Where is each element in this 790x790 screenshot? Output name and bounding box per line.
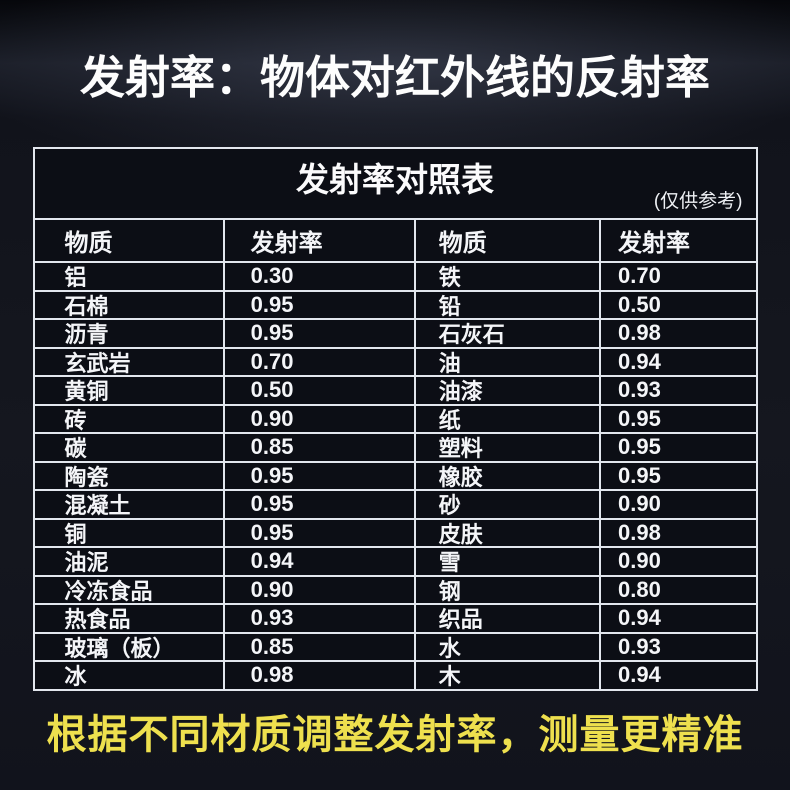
table-row: 沥青 0.95 石灰石 0.98: [34, 318, 756, 347]
table-title: 发射率对照表: [296, 161, 494, 198]
material-cell: 油: [413, 348, 599, 375]
table-row: 玻璃（板） 0.85 水 0.93: [34, 631, 756, 660]
table-row: 石棉 0.95 铅 0.50: [34, 289, 756, 318]
table-row: 冰 0.98 木 0.94: [34, 660, 756, 689]
material-cell: 塑料: [413, 434, 599, 461]
emissivity-cell: 0.94: [599, 605, 755, 632]
material-cell: 铁: [413, 263, 599, 290]
emissivity-cell: 0.85: [222, 434, 414, 461]
emissivity-cell: 0.94: [222, 548, 414, 575]
emissivity-cell: 0.95: [222, 320, 414, 347]
material-cell: 热食品: [64, 607, 131, 632]
material-cell: 铝: [64, 265, 87, 290]
table-row: 铜 0.95 皮肤 0.98: [34, 517, 756, 546]
emissivity-cell: 0.94: [599, 348, 755, 375]
emissivity-cell: 0.90: [599, 548, 755, 575]
table-row: 油泥 0.94 雪 0.90: [34, 546, 756, 575]
table-row: 黄铜 0.50 油漆 0.93: [34, 375, 756, 404]
emissivity-cell: 0.30: [222, 263, 414, 290]
header-material-right: 物质: [413, 220, 599, 261]
material-cell: 雪: [413, 548, 599, 575]
material-cell: 钢: [413, 576, 599, 603]
material-cell: 铜: [64, 521, 87, 546]
emissivity-cell: 0.70: [599, 263, 755, 290]
table-row: 混凝土 0.95 砂 0.90: [34, 489, 756, 518]
table-body: 铝 0.30 铁 0.70 石棉 0.95 铅 0.50 沥青 0.95 石灰石 0.98 玄武岩 0.7…: [34, 261, 756, 689]
emissivity-cell: 0.95: [222, 491, 414, 518]
material-cell: 油漆: [413, 377, 599, 404]
material-cell: 油泥: [64, 550, 109, 575]
material-cell: 玻璃（板）: [64, 635, 175, 660]
table-row: 铝 0.30 铁 0.70: [34, 261, 756, 290]
emissivity-table: 发射率对照表 (仅供参考) 物质 发射率 物质 发射率 铝 0.30 铁 0.70 石棉…: [32, 147, 758, 691]
material-cell: 砖: [64, 407, 87, 432]
material-cell: 陶瓷: [64, 464, 109, 489]
emissivity-cell: 0.50: [599, 291, 755, 318]
emissivity-cell: 0.95: [599, 434, 755, 461]
material-cell: 铅: [413, 291, 599, 318]
material-cell: 石灰石: [413, 320, 599, 347]
material-cell: 纸: [413, 405, 599, 432]
page-title: 发射率：物体对红外线的反射率: [79, 52, 710, 103]
material-cell: 沥青: [64, 322, 109, 347]
emissivity-cell: 0.95: [599, 462, 755, 489]
material-cell: 碳: [64, 436, 87, 461]
table-row: 砖 0.90 纸 0.95: [34, 403, 756, 432]
emissivity-cell: 0.50: [222, 377, 414, 404]
material-cell: 木: [413, 662, 599, 689]
emissivity-cell: 0.70: [222, 348, 414, 375]
table-reference-note: (仅供参考): [653, 191, 743, 212]
table-row: 玄武岩 0.70 油 0.94: [34, 346, 756, 375]
table-row: 陶瓷 0.95 橡胶 0.95: [34, 460, 756, 489]
material-cell: 玄武岩: [64, 350, 131, 375]
table-row: 碳 0.85 塑料 0.95: [34, 432, 756, 461]
emissivity-cell: 0.93: [222, 605, 414, 632]
emissivity-cell: 0.94: [599, 662, 755, 689]
emissivity-cell: 0.98: [599, 519, 755, 546]
header-material-left: 物质: [64, 230, 113, 257]
material-cell: 石棉: [64, 293, 109, 318]
emissivity-cell: 0.93: [599, 633, 755, 660]
material-cell: 织品: [413, 605, 599, 632]
material-cell: 混凝土: [64, 493, 131, 518]
material-cell: 皮肤: [413, 519, 599, 546]
table-row: 冷冻食品 0.90 钢 0.80: [34, 574, 756, 603]
emissivity-cell: 0.95: [222, 462, 414, 489]
emissivity-cell: 0.98: [222, 662, 414, 689]
emissivity-cell: 0.93: [599, 377, 755, 404]
emissivity-cell: 0.90: [599, 491, 755, 518]
header-emissivity-left: 发射率: [222, 220, 414, 261]
emissivity-cell: 0.90: [222, 405, 414, 432]
emissivity-cell: 0.85: [222, 633, 414, 660]
material-cell: 黄铜: [64, 379, 109, 404]
table-header-row: 物质 发射率 物质 发射率: [34, 218, 756, 261]
emissivity-cell: 0.95: [222, 291, 414, 318]
header-emissivity-right: 发射率: [599, 220, 755, 261]
footer-tip: 根据不同材质调整发射率，测量更精准: [46, 712, 744, 757]
material-cell: 砂: [413, 491, 599, 518]
material-cell: 冰: [64, 664, 87, 689]
material-cell: 橡胶: [413, 462, 599, 489]
emissivity-cell: 0.90: [222, 576, 414, 603]
material-cell: 冷冻食品: [64, 578, 153, 603]
emissivity-cell: 0.98: [599, 320, 755, 347]
emissivity-cell: 0.95: [222, 519, 414, 546]
table-row: 热食品 0.93 织品 0.94: [34, 603, 756, 632]
material-cell: 水: [413, 633, 599, 660]
emissivity-cell: 0.80: [599, 576, 755, 603]
emissivity-cell: 0.95: [599, 405, 755, 432]
table-title-band: 发射率对照表 (仅供参考): [35, 149, 756, 218]
